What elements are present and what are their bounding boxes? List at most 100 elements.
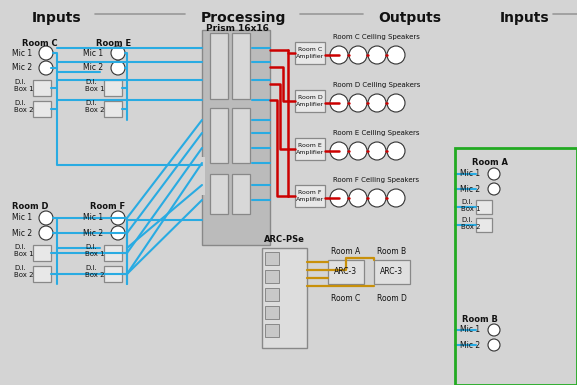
Text: Room A: Room A [331,247,361,256]
Circle shape [111,61,125,75]
Bar [104,80,122,96]
Circle shape [111,211,125,225]
Text: Mic 2: Mic 2 [83,229,103,238]
Text: Room D
Amplifier: Room D Amplifier [296,95,324,107]
Text: Box 1: Box 1 [85,86,104,92]
Bar [210,108,228,163]
Text: Room D: Room D [12,202,48,211]
Circle shape [349,94,367,112]
Text: D.I.: D.I. [85,265,97,271]
Circle shape [488,183,500,195]
Bar [265,252,279,265]
Text: Room D: Room D [377,294,407,303]
Text: Room F
Amplifier: Room F Amplifier [296,191,324,202]
Text: Room C: Room C [331,294,361,303]
Text: ARC-PSe: ARC-PSe [264,235,305,244]
Text: ARC-3: ARC-3 [335,268,358,276]
Circle shape [330,189,348,207]
Text: Room C Ceiling Speakers: Room C Ceiling Speakers [333,34,420,40]
Text: Room A: Room A [472,158,508,167]
Text: Box 1: Box 1 [461,206,481,212]
Circle shape [387,94,405,112]
Text: Prism 16x16: Prism 16x16 [205,24,268,33]
Bar [265,306,279,319]
Bar [33,266,51,282]
Bar [295,90,325,112]
Text: Mic 2: Mic 2 [460,184,480,194]
Bar [265,270,279,283]
Circle shape [111,46,125,60]
Bar [262,248,307,348]
Bar [33,245,51,261]
Bar [104,266,122,282]
Circle shape [488,324,500,336]
Text: Inputs: Inputs [32,11,82,25]
Circle shape [368,142,386,160]
Text: Mic 1: Mic 1 [460,169,480,179]
Bar [210,174,228,214]
Bar [455,148,577,385]
Bar [476,200,492,214]
Bar [295,185,325,207]
Text: Box 1: Box 1 [14,86,33,92]
Text: Inputs: Inputs [500,11,550,25]
Circle shape [330,46,348,64]
Text: Mic 1: Mic 1 [12,214,32,223]
Text: Box 2: Box 2 [14,272,33,278]
Bar [232,108,250,163]
Text: D.I.: D.I. [85,244,97,250]
Text: D.I.: D.I. [14,265,26,271]
Text: ARC-3: ARC-3 [380,268,403,276]
Text: Mic 1: Mic 1 [12,49,32,57]
Text: Mic 1: Mic 1 [83,49,103,57]
Circle shape [488,339,500,351]
Circle shape [39,46,53,60]
Text: D.I.: D.I. [461,217,473,223]
Text: D.I.: D.I. [14,79,26,85]
Bar [232,174,250,214]
Circle shape [387,189,405,207]
Circle shape [387,142,405,160]
Text: Mic 1: Mic 1 [460,325,480,335]
Circle shape [111,226,125,240]
Text: Box 2: Box 2 [85,107,104,113]
Circle shape [368,94,386,112]
Bar [104,245,122,261]
Circle shape [330,142,348,160]
Bar [210,33,228,99]
Bar [33,80,51,96]
Text: Room E: Room E [96,39,131,48]
Text: Room B: Room B [462,315,498,324]
Text: Mic 2: Mic 2 [12,64,32,72]
Text: Mic 2: Mic 2 [12,229,32,238]
Text: Mic 1: Mic 1 [83,214,103,223]
Circle shape [368,189,386,207]
Text: D.I.: D.I. [14,244,26,250]
Circle shape [330,94,348,112]
Text: Box 1: Box 1 [85,251,104,257]
Text: Processing: Processing [200,11,286,25]
Text: Room E
Amplifier: Room E Amplifier [296,143,324,155]
Bar [295,42,325,64]
Text: D.I.: D.I. [461,199,473,205]
Bar [328,260,364,284]
Bar [104,101,122,117]
Text: Box 1: Box 1 [14,251,33,257]
Bar [265,288,279,301]
Text: D.I.: D.I. [14,100,26,106]
Circle shape [387,46,405,64]
Text: Room F: Room F [90,202,125,211]
Circle shape [39,61,53,75]
Circle shape [39,211,53,225]
Text: Mic 2: Mic 2 [460,340,480,350]
Text: Room F Ceiling Speakers: Room F Ceiling Speakers [333,177,419,183]
Bar [232,33,250,99]
Text: Box 2: Box 2 [461,224,481,230]
Bar [33,101,51,117]
Text: Mic 2: Mic 2 [83,64,103,72]
Bar [295,138,325,160]
Text: Box 2: Box 2 [14,107,33,113]
Text: Room D Ceiling Speakers: Room D Ceiling Speakers [333,82,421,88]
Circle shape [349,189,367,207]
Circle shape [349,46,367,64]
